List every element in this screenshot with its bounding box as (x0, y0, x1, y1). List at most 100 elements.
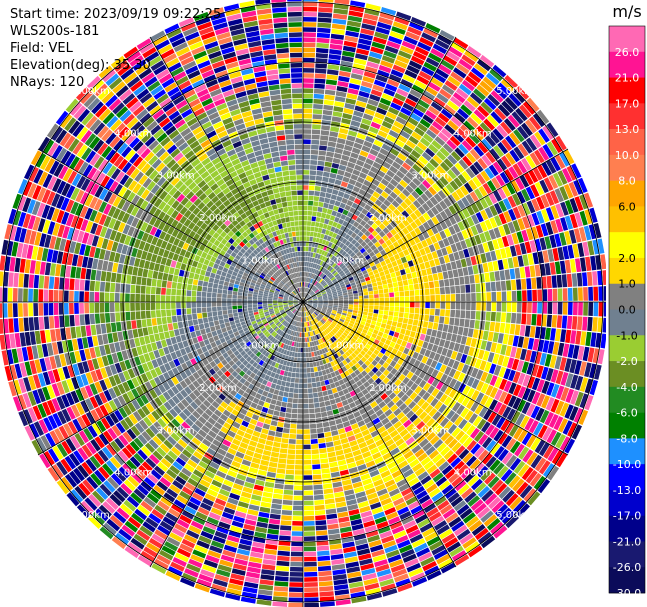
gate-cell (443, 104, 456, 116)
gate-cell (332, 189, 339, 196)
gate-cell (305, 293, 308, 298)
gate-cell (335, 258, 340, 264)
gate-cell (334, 200, 341, 207)
gate-cell (348, 10, 364, 18)
gate-cell (364, 8, 380, 16)
gate-cell (372, 191, 381, 199)
gate-cell (318, 249, 323, 255)
gate-cell (448, 46, 463, 58)
gate-cell (386, 182, 396, 191)
gate-cell (380, 60, 394, 69)
gate-cell (332, 221, 338, 228)
gate-cell (307, 283, 310, 288)
gate-cell (303, 113, 313, 119)
gate-cell (312, 286, 316, 291)
gate-cell (315, 282, 320, 287)
gate-cell (354, 228, 361, 235)
gate-cell (356, 176, 365, 184)
gate-cell (316, 37, 330, 44)
gate-cell (353, 221, 360, 228)
gate-cell (394, 92, 407, 102)
gate-cell (385, 45, 399, 54)
start-time: Start time: 2023/09/19 09:22:25 (10, 7, 222, 22)
gate-cell (357, 43, 371, 51)
gate-cell (334, 216, 340, 223)
gate-cell (327, 182, 334, 189)
gate-cell (356, 159, 365, 167)
gate-cell (311, 129, 321, 135)
gate-cell (375, 74, 388, 83)
gate-cell (315, 269, 319, 275)
gate-cell (351, 68, 364, 76)
gate-cell (457, 108, 469, 120)
gate-cell (303, 180, 309, 185)
gate-cell (333, 152, 342, 159)
gate-cell (399, 179, 408, 188)
gate-cell (367, 56, 381, 64)
gate-cell (330, 237, 335, 243)
gate-cell (303, 221, 307, 226)
gate-cell (385, 83, 398, 92)
gate-cell (371, 41, 386, 50)
gate-cell (303, 93, 313, 99)
gate-cell (346, 200, 354, 207)
gate-cell (337, 207, 344, 214)
gate-cell (412, 108, 425, 118)
gate-cell (339, 248, 345, 255)
gate-cell (315, 180, 322, 187)
gate-cell (303, 129, 312, 134)
gate-cell (452, 92, 466, 104)
gate-cell (337, 229, 344, 236)
gate-cell (422, 133, 434, 143)
gate-cell (309, 290, 313, 294)
gate-cell (328, 220, 334, 226)
gate-cell (428, 125, 440, 135)
gate-cell (334, 101, 345, 108)
gate-cell (306, 294, 310, 299)
gate-cell (321, 228, 327, 234)
gate-cell (303, 83, 314, 88)
gate-cell (316, 276, 321, 282)
gate-cell (400, 107, 412, 117)
gate-cell (372, 84, 385, 93)
gate-cell (303, 215, 308, 221)
gate-cell (402, 102, 415, 112)
gate-cell (419, 37, 434, 47)
gate-cell (303, 226, 307, 231)
gate-cell (311, 279, 315, 284)
gate-cell (305, 272, 308, 277)
gate-cell (342, 45, 356, 53)
gate-cell (380, 7, 397, 16)
gate-cell (394, 59, 408, 69)
gate-cell (450, 116, 463, 127)
gate-cell (315, 264, 320, 270)
gate-cell (367, 98, 379, 107)
elevation: Elevation(deg): 35.30 (10, 58, 151, 73)
gate-cell (407, 26, 422, 36)
gate-cell (361, 208, 369, 216)
gate-cell (441, 84, 455, 96)
gate-cell (363, 71, 376, 79)
gate-cell (344, 247, 351, 253)
gate-cell (432, 43, 447, 55)
gate-cell (316, 32, 331, 39)
gate-cell (327, 64, 340, 71)
gate-cell (303, 144, 311, 150)
gate-cell (389, 165, 398, 174)
gate-cell (343, 144, 353, 152)
gate-cell (332, 18, 347, 25)
gate-cell (440, 59, 455, 71)
gate-cell (313, 201, 319, 207)
gate-cell (399, 130, 411, 139)
gate-cell (366, 211, 373, 219)
gate-cell (323, 275, 328, 281)
gate-cell (358, 188, 366, 196)
gate-cell (303, 78, 314, 83)
gate-cell (398, 83, 411, 93)
gate-cell (383, 116, 395, 125)
gate-cell (320, 233, 325, 239)
gate-cell (309, 175, 316, 181)
gate-cell (415, 159, 425, 169)
gate-cell (333, 106, 344, 113)
gate-cell (328, 204, 334, 210)
